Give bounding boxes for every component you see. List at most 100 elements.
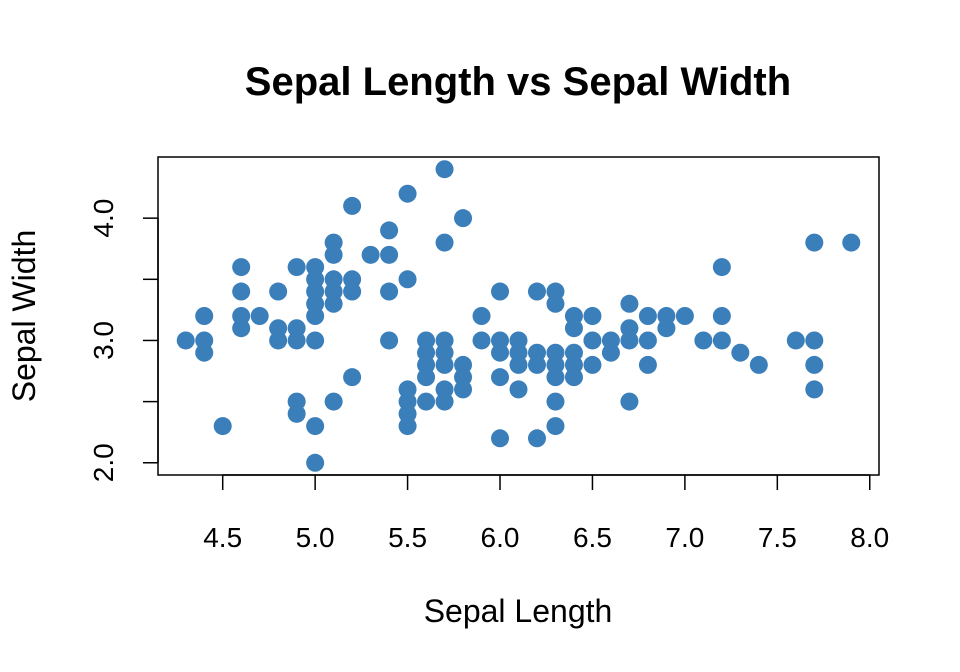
chart-title: Sepal Length vs Sepal Width [245,60,791,104]
scatter-point [232,319,251,338]
y-axis-label: Sepal Width [6,230,42,403]
scatter-point [398,417,417,436]
scatter-point [527,355,546,374]
scatter-point [564,319,583,338]
scatter-point [398,270,417,289]
x-tick-label: 5.5 [388,522,427,553]
x-axis-label: Sepal Length [424,593,613,629]
scatter-point [343,282,362,301]
scatter-point [546,392,565,411]
scatter-point [324,392,343,411]
scatter-point [435,355,454,374]
scatter-point [472,307,491,325]
scatter-point [287,404,306,423]
scatter-point [306,307,325,325]
scatter-point [583,307,602,325]
scatter-point [805,233,824,252]
scatter-point [712,307,731,325]
scatter-point [491,282,510,301]
scatter-point [712,258,731,277]
scatter-point [176,331,195,350]
scatter-point [638,355,657,374]
scatter-point [435,233,454,252]
scatter-point [195,307,214,325]
scatter-point [546,294,565,313]
scatter-point [620,392,639,411]
scatter-point [380,221,399,240]
points-layer [176,160,861,472]
scatter-point [564,368,583,387]
scatter-point [417,392,436,411]
x-tick-label: 8.0 [850,522,889,553]
y-axis: 2.0 3.0 4.0 [88,199,159,482]
y-tick-label: 3.0 [88,321,119,360]
x-axis: 4.5 5.0 5.5 6.0 6.5 7.0 7.5 8.0 [203,474,889,553]
plot-area [157,156,880,476]
scatter-point [749,355,768,374]
scatter-point [509,380,528,399]
scatter-point [694,331,713,350]
scatter-point [380,331,399,350]
scatter-point [491,343,510,362]
scatter-point [324,245,343,264]
scatter-point [638,307,657,325]
scatter-point [343,368,362,387]
x-tick-label: 6.0 [481,522,520,553]
x-tick-label: 5.0 [296,522,335,553]
x-tick-label: 6.5 [573,522,612,553]
scatter-point [601,343,620,362]
scatter-point [287,331,306,350]
scatter-point [527,282,546,301]
scatter-point [509,355,528,374]
scatter-point [657,319,676,338]
scatter-point [306,331,325,350]
scatter-point [491,368,510,387]
scatter-point [232,258,251,277]
scatter-point [491,429,510,448]
scatter-point [638,331,657,350]
scatter-point [527,429,546,448]
scatter-point [712,331,731,350]
scatter-point [546,417,565,436]
scatter-point [805,331,824,350]
scatter-point [287,258,306,277]
scatter-point [343,196,362,215]
scatter-point [195,343,214,362]
scatter-point [620,331,639,350]
scatter-point [306,453,325,472]
scatter-point [380,245,399,264]
scatter-point [454,380,473,399]
x-tick-label: 7.5 [758,522,797,553]
scatter-point [306,417,325,436]
scatter-point [380,282,399,301]
scatter-point [250,307,269,325]
x-tick-label: 4.5 [203,522,242,553]
scatter-point [324,294,343,313]
scatter-point [805,380,824,399]
scatter-point [361,245,380,264]
scatter-point [472,331,491,350]
scatter-point [269,282,288,301]
scatter-point [546,368,565,387]
scatter-point [454,209,473,228]
scatter-point [213,417,232,436]
y-tick-label: 2.0 [88,443,119,482]
scatter-point [232,282,251,301]
scatter-point [731,343,750,362]
scatter-point [435,160,454,179]
scatter-point [583,355,602,374]
scatter-point [269,331,288,350]
y-tick-label: 4.0 [88,199,119,238]
scatter-point [805,355,824,374]
scatter-point [842,233,861,252]
scatter-point [435,392,454,411]
x-tick-label: 7.0 [665,522,704,553]
scatter-point [583,331,602,350]
scatter-point [620,294,639,313]
scatter-point [398,184,417,203]
scatter-point [786,331,805,350]
scatter-point [417,368,436,387]
scatter-point [675,307,694,325]
